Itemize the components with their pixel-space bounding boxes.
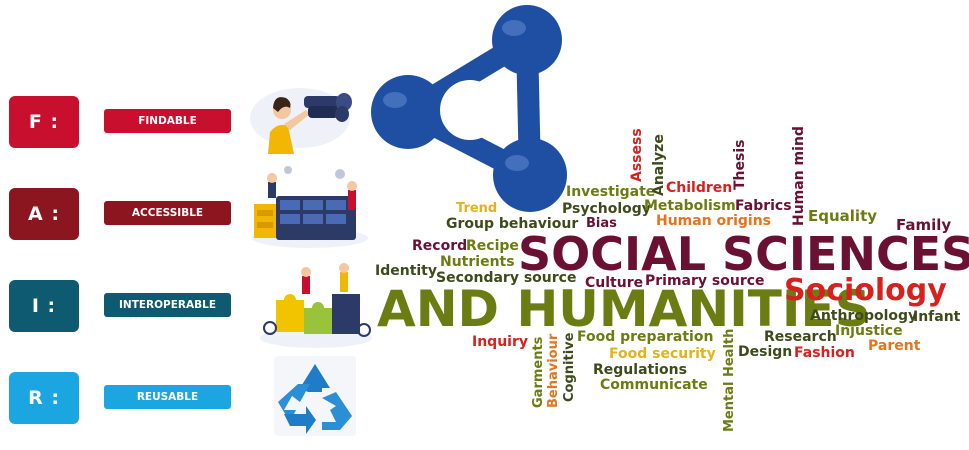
word-investigate: Investigate bbox=[566, 184, 655, 200]
word-fashion: Fashion bbox=[794, 345, 855, 361]
word-group-behaviour: Group behaviour bbox=[446, 216, 578, 232]
word-human-origins: Human origins bbox=[656, 213, 771, 229]
word-communicate: Communicate bbox=[600, 377, 708, 393]
word-family: Family bbox=[896, 216, 951, 234]
word-behaviour: Behaviour bbox=[546, 333, 561, 408]
word-food-preparation: Food preparation bbox=[577, 329, 713, 345]
word-cognitive: Cognitive bbox=[562, 332, 577, 402]
binoculars-illustration bbox=[250, 88, 352, 154]
word-identity: Identity bbox=[375, 263, 437, 279]
fair-label-findable: FINDABLE bbox=[104, 109, 231, 133]
word-parent: Parent bbox=[868, 338, 921, 354]
word-primary-source: Primary source bbox=[645, 273, 765, 289]
word-sociology: Sociology bbox=[784, 273, 947, 308]
word-psychology: Psychology bbox=[562, 201, 651, 217]
fair-row-interoperable: I : INTEROPERABLE bbox=[9, 280, 235, 332]
word-fabrics: Fabrics bbox=[735, 198, 792, 214]
word-thesis: Thesis bbox=[732, 140, 748, 190]
word-trend: Trend bbox=[456, 201, 497, 216]
word-record: Record bbox=[412, 238, 467, 254]
word-bias: Bias bbox=[586, 216, 617, 231]
word-nutrients: Nutrients bbox=[440, 254, 515, 270]
recycle-icon bbox=[274, 356, 356, 436]
fair-letter-f: F : bbox=[9, 96, 79, 148]
word-food-security: Food security bbox=[609, 346, 716, 362]
word-equality: Equality bbox=[808, 207, 877, 225]
word-culture: Culture bbox=[585, 275, 643, 291]
word-human-mind: Human mind bbox=[791, 126, 807, 226]
word-mental-health: Mental Health bbox=[722, 329, 737, 432]
word-anthropology: Anthropology bbox=[810, 308, 917, 324]
files-illustration bbox=[252, 166, 368, 248]
word-metabolism: Metabolism bbox=[644, 198, 736, 214]
fair-row-reusable: R : REUSABLE bbox=[9, 372, 235, 424]
puzzle-illustration bbox=[260, 263, 372, 348]
word-recipe: Recipe bbox=[466, 238, 519, 254]
word-injustice: Injustice bbox=[835, 323, 903, 339]
headline-and-humanities: AND HUMANITIES bbox=[377, 280, 871, 338]
word-children: Children bbox=[666, 180, 732, 196]
fair-letter-i: I : bbox=[9, 280, 79, 332]
fair-label-accessible: ACCESSIBLE bbox=[104, 201, 231, 225]
word-secondary-source: Secondary source bbox=[436, 270, 576, 286]
word-research: Research bbox=[764, 329, 837, 345]
fair-row-findable: F : FINDABLE bbox=[9, 96, 235, 148]
fair-row-accessible: A : ACCESSIBLE bbox=[9, 188, 235, 240]
word-regulations: Regulations bbox=[593, 362, 687, 378]
word-design: Design bbox=[738, 344, 792, 360]
fair-label-interoperable: INTEROPERABLE bbox=[104, 293, 231, 317]
word-infant: Infant bbox=[913, 309, 961, 325]
headline-social-sciences: SOCIAL SCIENCES bbox=[518, 227, 969, 281]
fair-letter-r: R : bbox=[9, 372, 79, 424]
word-garments: Garments bbox=[531, 336, 546, 408]
word-inquiry: Inquiry bbox=[472, 334, 528, 350]
fair-letter-a: A : bbox=[9, 188, 79, 240]
fair-label-reusable: REUSABLE bbox=[104, 385, 231, 409]
word-analyze: Analyze bbox=[651, 134, 667, 196]
share-network-icon bbox=[371, 5, 567, 212]
word-assess: Assess bbox=[629, 128, 645, 182]
